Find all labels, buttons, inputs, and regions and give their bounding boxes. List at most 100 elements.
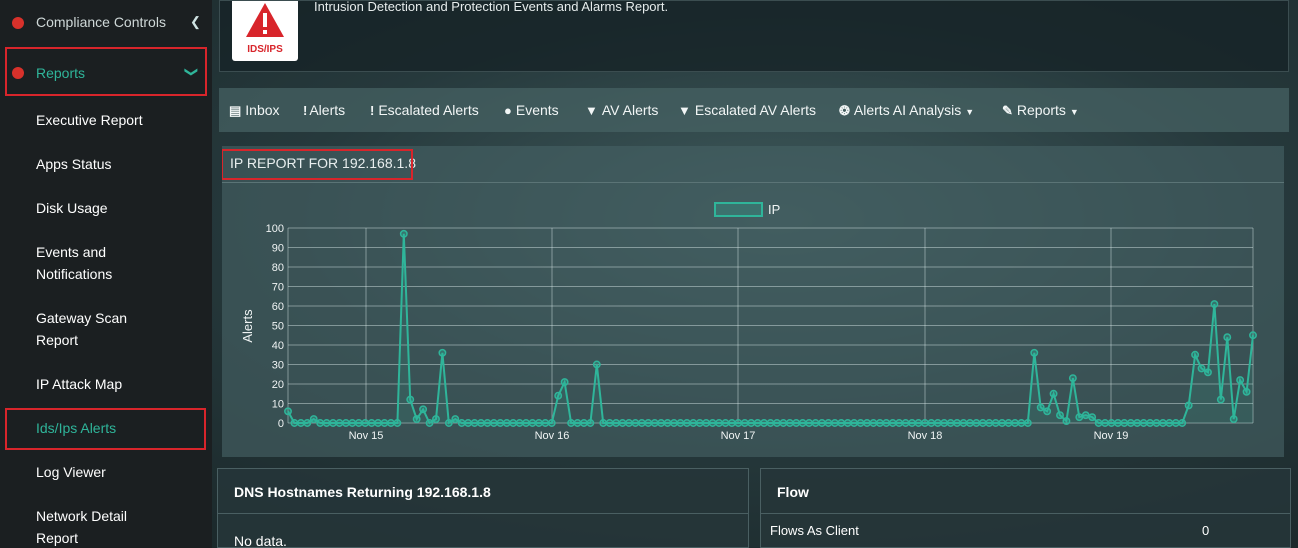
flow-panel: Flow Flows As Client 0 — [760, 468, 1291, 548]
data-point — [1081, 411, 1090, 420]
data-point — [830, 419, 839, 427]
data-point — [721, 419, 730, 427]
chevron-left-icon: ❮ — [190, 14, 201, 29]
tab-events[interactable]: ● Events — [504, 102, 559, 118]
data-point — [888, 419, 897, 427]
data-point — [1146, 419, 1155, 427]
data-point — [882, 419, 891, 427]
pie-chart-icon — [12, 67, 24, 79]
y-tick-label: 60 — [272, 301, 284, 313]
data-point — [477, 419, 485, 427]
sidebar-item-reports[interactable]: Reports ❯ — [0, 62, 212, 84]
data-point — [284, 407, 292, 416]
inbox-icon: ▤ — [229, 103, 242, 118]
data-point — [522, 419, 530, 427]
data-point — [515, 419, 524, 427]
data-point — [953, 419, 962, 427]
data-point — [1152, 419, 1161, 427]
data-point — [1120, 419, 1129, 427]
data-point — [509, 419, 518, 427]
caret-down-icon: ▼ — [1069, 107, 1079, 117]
data-point — [760, 419, 769, 427]
data-point — [875, 419, 884, 427]
sidebar-item-log-viewer[interactable]: Log Viewer — [36, 464, 106, 480]
sidebar-item-ids-ips-alerts[interactable]: Ids/Ips Alerts — [36, 420, 117, 436]
data-point — [856, 419, 865, 427]
data-point — [399, 229, 408, 238]
data-point — [1204, 368, 1212, 377]
y-tick-label: 70 — [272, 282, 284, 294]
data-point — [933, 419, 942, 427]
y-tick-label: 40 — [272, 340, 284, 352]
data-point — [290, 419, 299, 427]
data-point — [1062, 417, 1071, 425]
series-line — [287, 233, 1254, 425]
logo-text: IDS/IPS — [247, 44, 283, 55]
data-point — [1139, 419, 1148, 427]
data-point — [502, 419, 511, 427]
data-point — [689, 419, 698, 427]
data-point — [798, 419, 807, 427]
data-point — [354, 419, 363, 427]
data-point — [650, 419, 659, 427]
data-point — [605, 419, 614, 427]
data-point — [695, 419, 704, 427]
sidebar-item-events-and-notifications[interactable]: Events and Notifications — [36, 244, 113, 282]
data-point — [1216, 395, 1225, 404]
data-point — [579, 419, 588, 427]
ip-report-panel: IP REPORT FOR 192.168.1.8 0 10 20 30 40 50 60 7… — [222, 146, 1284, 457]
y-tick-label: 50 — [272, 321, 284, 333]
data-point — [1056, 411, 1064, 420]
data-point — [837, 419, 846, 427]
tab-inbox[interactable]: ▤ Inbox — [229, 102, 280, 118]
legend-swatch — [714, 202, 763, 217]
tab-alerts[interactable]: ! Alerts — [303, 102, 346, 118]
data-point — [348, 419, 357, 427]
tab-escalated-alerts[interactable]: ! Escalated Alerts — [370, 102, 479, 118]
data-point — [869, 419, 878, 427]
tab-escalated-av-alerts[interactable]: ▼ Escalated AV Alerts — [678, 102, 817, 118]
tab-alerts-ai-analysis[interactable]: ❂ Alerts AI Analysis ▼ — [839, 102, 975, 118]
shield-icon: ▼ — [678, 103, 691, 118]
panel-title: DNS Hostnames Returning 192.168.1.8 — [234, 484, 491, 500]
data-point — [374, 419, 383, 427]
sidebar-item-gateway-scan-report[interactable]: Gateway Scan Report — [36, 310, 128, 348]
sidebar-item-ip-attack-map[interactable]: IP Attack Map — [36, 376, 123, 392]
data-point — [1242, 387, 1251, 396]
chart-grid — [287, 227, 1254, 424]
data-point — [740, 419, 749, 427]
sidebar-item-network-detail-report[interactable]: Network Detail Report — [36, 508, 128, 546]
data-point — [496, 419, 505, 427]
data-point — [901, 419, 910, 427]
data-point — [682, 419, 691, 427]
data-point — [991, 419, 1000, 427]
data-point — [528, 419, 537, 427]
flow-row-label: Flows As Client — [770, 523, 859, 538]
data-point — [464, 419, 473, 427]
data-point — [772, 419, 781, 427]
tab-av-alerts[interactable]: ▼ AV Alerts — [585, 102, 659, 118]
data-point — [631, 419, 640, 427]
x-tick-label: Nov 16 — [535, 430, 570, 442]
data-point — [657, 419, 666, 427]
series-points — [284, 229, 1257, 427]
ids-ips-logo: IDS/IPS — [232, 1, 298, 61]
data-point — [927, 419, 936, 427]
sidebar-item-label: Reports — [36, 65, 86, 81]
data-point — [850, 419, 859, 427]
data-point — [1236, 376, 1245, 385]
data-point — [766, 419, 775, 427]
warning-icon: IDS/IPS — [246, 3, 284, 55]
data-point — [1178, 419, 1187, 427]
sidebar-item-disk-usage[interactable]: Disk Usage — [36, 200, 108, 216]
data-point — [895, 419, 904, 427]
data-point — [309, 415, 318, 424]
data-point — [1191, 350, 1200, 359]
sidebar-item-compliance-controls[interactable]: Compliance Controls ❮ — [0, 12, 212, 34]
sidebar-item-executive-report[interactable]: Executive Report — [36, 112, 143, 128]
x-tick-label: Nov 18 — [908, 430, 943, 442]
tab-reports[interactable]: ✎ Reports ▼ — [1002, 102, 1079, 118]
data-point — [483, 419, 492, 427]
sidebar-item-apps-status[interactable]: Apps Status — [36, 156, 112, 172]
